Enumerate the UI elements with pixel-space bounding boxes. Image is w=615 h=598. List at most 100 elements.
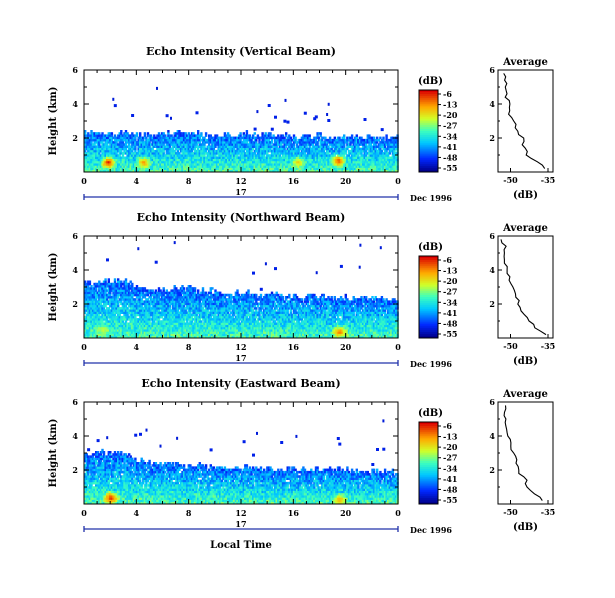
heat-cell — [363, 156, 366, 159]
heat-cell — [189, 300, 192, 303]
heat-cell — [109, 134, 112, 137]
heat-cell — [275, 158, 278, 162]
heat-cell — [142, 307, 145, 310]
heat-cell — [187, 313, 190, 317]
heat-cell — [149, 296, 153, 299]
heat-cell — [117, 324, 120, 328]
heat-cell — [124, 326, 128, 330]
heat-cell — [87, 143, 90, 146]
heat-cell — [175, 307, 178, 310]
heat-cell — [383, 149, 387, 153]
heat-cell — [377, 163, 380, 166]
heat-cell — [137, 291, 140, 295]
heat-cell — [142, 326, 145, 330]
heat-cell — [319, 169, 322, 173]
heat-cell — [184, 163, 187, 166]
heat-cell — [142, 165, 145, 168]
heat-cell — [192, 304, 195, 308]
heat-cell — [252, 152, 255, 155]
heat-cell — [132, 169, 136, 173]
heat-cell — [151, 298, 154, 301]
heat-cell — [126, 282, 129, 286]
heat-cell — [154, 149, 158, 153]
heat-cell — [137, 333, 140, 337]
heat-cell — [330, 154, 333, 157]
heat-cell — [132, 143, 136, 146]
heat-cell — [88, 298, 92, 301]
heat-cell — [233, 141, 236, 144]
heat-cell — [368, 143, 371, 146]
heat-cell — [289, 149, 293, 153]
heat-cell — [102, 318, 106, 321]
heat-cell — [372, 160, 376, 164]
heat-cell — [220, 149, 223, 153]
heat-cell — [230, 136, 233, 140]
heat-cell — [151, 309, 154, 312]
heat-cell — [189, 289, 192, 292]
heat-cell — [308, 158, 311, 162]
heat-cell — [84, 156, 87, 159]
heat-cell — [168, 333, 172, 337]
heat-cell — [333, 169, 336, 173]
heat-cell — [223, 163, 227, 166]
heat-cell — [139, 143, 142, 146]
heat-cell — [321, 136, 324, 140]
heat-cell — [192, 165, 195, 168]
heat-cell — [217, 156, 220, 159]
heat-cell — [99, 302, 103, 306]
heat-cell — [131, 309, 134, 312]
heat-cell — [151, 289, 154, 292]
heat-cell — [178, 136, 181, 140]
heat-cell — [121, 333, 125, 337]
heat-cell — [179, 136, 183, 140]
heat-cell — [117, 313, 120, 317]
heat-cell — [237, 152, 241, 155]
heat-cell — [153, 313, 156, 317]
heat-cell — [184, 333, 187, 337]
heat-cell — [220, 138, 223, 142]
heat-cell — [159, 293, 162, 297]
heat-cell — [225, 149, 228, 153]
heat-cell — [95, 329, 98, 332]
heat-cell — [178, 163, 181, 166]
heat-cell — [250, 156, 253, 159]
heat-cell — [272, 167, 275, 171]
heat-cell — [101, 136, 104, 140]
x-tick-label: 0 — [81, 176, 87, 186]
heat-cell — [228, 143, 231, 146]
heat-cell — [124, 138, 128, 142]
heat-cell — [326, 113, 329, 116]
heat-cell — [391, 160, 395, 164]
heat-cell — [149, 289, 153, 292]
heat-cell — [157, 329, 161, 332]
heat-cell — [308, 169, 311, 173]
heat-cell — [328, 147, 332, 151]
heat-cell — [343, 154, 346, 157]
heat-cell — [366, 165, 369, 168]
heat-cell — [382, 147, 385, 151]
heat-cell — [134, 329, 137, 332]
heat-cell — [176, 149, 179, 153]
heat-cell — [385, 167, 388, 171]
heat-cell — [209, 169, 212, 173]
heat-cell — [165, 315, 168, 319]
heat-cell — [135, 167, 139, 171]
heat-cell — [84, 169, 87, 173]
heat-cell — [90, 318, 93, 321]
heat-cell — [171, 315, 175, 319]
heat-cell — [230, 154, 233, 157]
heat-cell — [96, 322, 99, 325]
y-axis-label: Height (km) — [48, 87, 59, 156]
heat-cell — [115, 156, 118, 159]
heat-cell — [306, 158, 310, 162]
heat-cell — [96, 138, 99, 142]
heat-cell — [113, 138, 117, 142]
heat-cell — [328, 158, 332, 162]
heat-cell — [208, 136, 211, 140]
heat-cell — [121, 165, 125, 168]
heat-cell — [198, 145, 201, 148]
heat-cell — [98, 296, 101, 299]
heat-cell — [192, 152, 195, 155]
heat-cell — [295, 152, 299, 155]
heat-cell — [170, 147, 173, 151]
